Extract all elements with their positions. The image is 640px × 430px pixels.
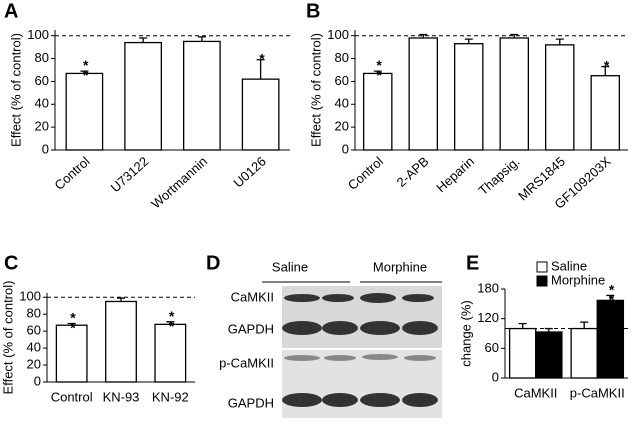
x-tick-label: U0126 <box>230 154 269 191</box>
y-tick-label: 60 <box>35 73 49 88</box>
x-tick-label: Wortmannin <box>148 154 210 212</box>
error-bar <box>518 322 527 329</box>
panel-label: E <box>466 252 479 274</box>
legend-swatch <box>536 261 548 273</box>
row-label: GAPDH <box>228 395 274 410</box>
x-tick-label: Control <box>345 154 386 193</box>
error-bar <box>419 33 428 38</box>
group-label: Saline <box>272 259 308 274</box>
y-tick-label: 20 <box>335 119 349 134</box>
blot: Saline Morphine CaMKII GAPDH p-CaMKII GA… <box>219 259 442 418</box>
bar <box>544 44 575 151</box>
bands <box>284 354 436 361</box>
error-bar <box>80 70 89 74</box>
significance: * <box>254 51 270 61</box>
error-bar <box>373 70 382 74</box>
bar <box>154 323 187 383</box>
y-tick-label: 40 <box>27 340 41 355</box>
bar <box>590 75 621 151</box>
y-tick-label: 100 <box>19 289 41 304</box>
panel-label: A <box>4 0 18 22</box>
error-bar <box>139 37 148 43</box>
y-tick-label: 0 <box>42 141 49 156</box>
y-tick-label: 0 <box>492 369 499 384</box>
row-label: GAPDH <box>228 321 274 336</box>
panel-label: C <box>4 252 18 274</box>
significance: ** <box>164 308 180 328</box>
bar <box>408 37 439 151</box>
y-tick-label: 120 <box>477 310 499 325</box>
x-tick-label: p-CaMKII <box>570 385 625 400</box>
bands <box>282 293 438 407</box>
legend-swatch <box>536 275 548 287</box>
y-tick-label: 0 <box>342 141 349 156</box>
bar <box>124 41 162 151</box>
bar <box>241 78 280 151</box>
bar <box>65 72 104 151</box>
error-bar <box>67 322 76 326</box>
panel-label: D <box>206 252 220 274</box>
x-tick-label: Control <box>51 389 93 404</box>
x-tick-label: Heparin <box>433 154 477 196</box>
y-tick-label: 100 <box>327 27 349 42</box>
y-tick-label: 60 <box>335 73 349 88</box>
significance: ** <box>78 57 94 77</box>
y-axis-label: Effect (% of control) <box>8 33 23 147</box>
bar <box>105 300 137 383</box>
y-tick-label: 180 <box>477 280 499 295</box>
y-tick-label: 80 <box>27 306 41 321</box>
group-label: Morphine <box>373 259 427 274</box>
legend-label: Saline <box>551 258 587 273</box>
error-bar <box>580 321 589 329</box>
y-axis-label: change (%) <box>458 300 473 366</box>
bar <box>183 40 221 151</box>
bar <box>570 327 598 379</box>
y-tick-label: 20 <box>35 119 49 134</box>
x-tick-label: U73122 <box>108 154 152 196</box>
x-tick-label: Control <box>51 154 92 193</box>
bar <box>453 43 484 151</box>
legend-label: Morphine <box>551 272 605 287</box>
row-label: p-CaMKII <box>219 355 274 370</box>
error-bar <box>544 327 553 333</box>
bar <box>535 331 563 379</box>
y-tick-label: 60 <box>27 323 41 338</box>
error-bar <box>197 36 206 42</box>
bar <box>508 327 537 379</box>
x-tick-label: KN-92 <box>152 389 189 404</box>
panel-label: B <box>306 0 320 22</box>
y-tick-label: 40 <box>335 96 349 111</box>
error-bar <box>601 65 610 76</box>
bar <box>362 72 393 151</box>
y-axis-label: Effect (% of control) <box>0 281 15 395</box>
error-bar <box>166 321 175 325</box>
error-bar <box>555 38 564 45</box>
y-tick-label: 20 <box>27 356 41 371</box>
y-tick-label: 40 <box>35 96 49 111</box>
row-label: CaMKII <box>231 289 274 304</box>
y-tick-label: 60 <box>485 340 499 355</box>
significance: ** <box>371 57 387 77</box>
error-bar <box>117 297 125 302</box>
y-tick-label: 0 <box>34 373 41 388</box>
x-tick-label: KN-93 <box>103 389 140 404</box>
bar <box>55 324 88 383</box>
error-bar <box>256 59 265 80</box>
y-tick-label: 80 <box>335 50 349 65</box>
y-axis-label: Effect (% of control) <box>308 33 323 147</box>
significance: ** <box>65 310 81 330</box>
y-tick-label: 80 <box>35 50 49 65</box>
x-tick-label: 2-APB <box>394 154 432 190</box>
significance: ** <box>604 281 620 301</box>
significance: * <box>599 58 615 68</box>
error-bar <box>606 294 615 301</box>
error-bar <box>464 38 473 44</box>
x-tick-label: CaMKII <box>514 385 557 400</box>
bar <box>499 37 530 151</box>
error-bar <box>510 33 519 38</box>
y-tick-label: 100 <box>27 27 49 42</box>
bar <box>596 299 625 379</box>
